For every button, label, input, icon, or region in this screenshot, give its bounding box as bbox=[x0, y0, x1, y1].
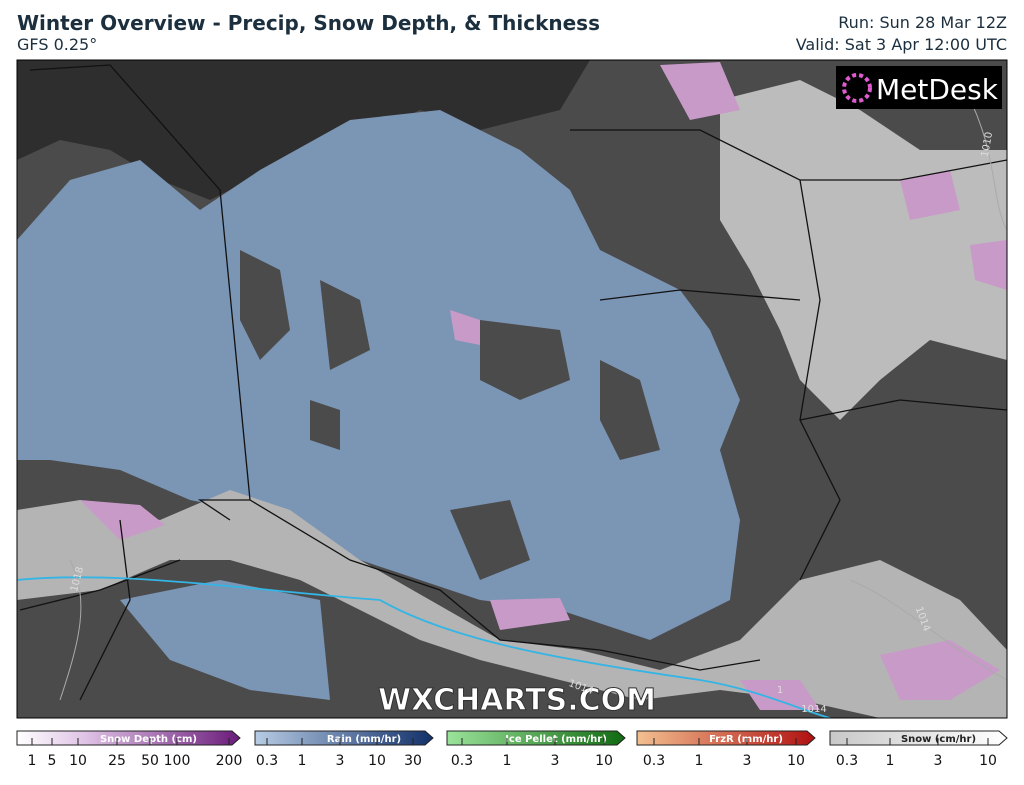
map-frame bbox=[16, 59, 1008, 719]
isobar-label: 1 bbox=[777, 685, 783, 696]
rain-area bbox=[120, 580, 330, 700]
legend-tick-label: 1 bbox=[298, 753, 307, 769]
isobar-label: 1010 bbox=[980, 131, 995, 158]
logo-icon bbox=[842, 73, 872, 103]
legend-title: Snow Depth (cm) bbox=[100, 734, 197, 745]
legend-tick-label: 3 bbox=[743, 753, 752, 769]
legend-tick-label: 0.3 bbox=[451, 753, 473, 769]
sea bbox=[17, 60, 590, 200]
legend-tick-label: 0.3 bbox=[836, 753, 858, 769]
borders bbox=[19, 64, 1007, 701]
legend-tick-label: 0.3 bbox=[256, 753, 278, 769]
legend-tick-label: 30 bbox=[404, 753, 422, 769]
legend-tick-label: 1 bbox=[28, 753, 37, 769]
legend-tick-label: 1 bbox=[886, 753, 895, 769]
legend-tick-label: 0.3 bbox=[643, 753, 665, 769]
rain-area bbox=[17, 110, 740, 640]
legend-tick-label: 10 bbox=[69, 753, 87, 769]
subtitle: GFS 0.25° bbox=[17, 35, 98, 54]
legend-tick-label: 10 bbox=[787, 753, 805, 769]
legend-tick-label: 100 bbox=[164, 753, 191, 769]
legend-bar bbox=[446, 730, 626, 746]
legend-tick-label: 10 bbox=[368, 753, 386, 769]
legend-bar bbox=[636, 730, 816, 746]
legend-tick-label: 1 bbox=[503, 753, 512, 769]
legend-tick-label: 3 bbox=[551, 753, 560, 769]
valid-time: Valid: Sat 3 Apr 12:00 UTC bbox=[795, 35, 1007, 54]
legend-tick-label: 5 bbox=[48, 753, 57, 769]
legend-tick-label: 10 bbox=[979, 753, 997, 769]
logo-box bbox=[836, 66, 1002, 109]
title: Winter Overview - Precip, Snow Depth, & … bbox=[17, 11, 600, 35]
legend-title: Rain (mm/hr) bbox=[327, 734, 401, 745]
legend-bar bbox=[254, 730, 434, 746]
legend-tick-label: 3 bbox=[336, 753, 345, 769]
legend-tick-label: 200 bbox=[216, 753, 243, 769]
logo: MetDesk bbox=[876, 73, 999, 106]
dry-area bbox=[240, 250, 660, 580]
legend-tick-label: 50 bbox=[141, 753, 159, 769]
legend-title: FrzR (mm/hr) bbox=[709, 734, 783, 745]
snow-area bbox=[17, 490, 1007, 718]
isobar-label: 1014 bbox=[801, 704, 826, 715]
thickness-line bbox=[17, 576, 831, 718]
legend-tick-label: 25 bbox=[108, 753, 126, 769]
legend-bar bbox=[829, 730, 1008, 746]
legend-bar bbox=[16, 730, 241, 746]
legend-title: Ice Pellet (mm/hr) bbox=[505, 734, 607, 745]
run-time: Run: Sun 28 Mar 12Z bbox=[838, 13, 1007, 32]
watermark: WXCHARTS.COM bbox=[378, 683, 656, 718]
snow-area bbox=[720, 80, 1007, 420]
map: MetDesk WXCHARTS.COM 1010101410181014101… bbox=[17, 60, 1007, 718]
legend-tick-label: 10 bbox=[595, 753, 613, 769]
legend-tick-label: 1 bbox=[695, 753, 704, 769]
legend-tick-label: 3 bbox=[934, 753, 943, 769]
